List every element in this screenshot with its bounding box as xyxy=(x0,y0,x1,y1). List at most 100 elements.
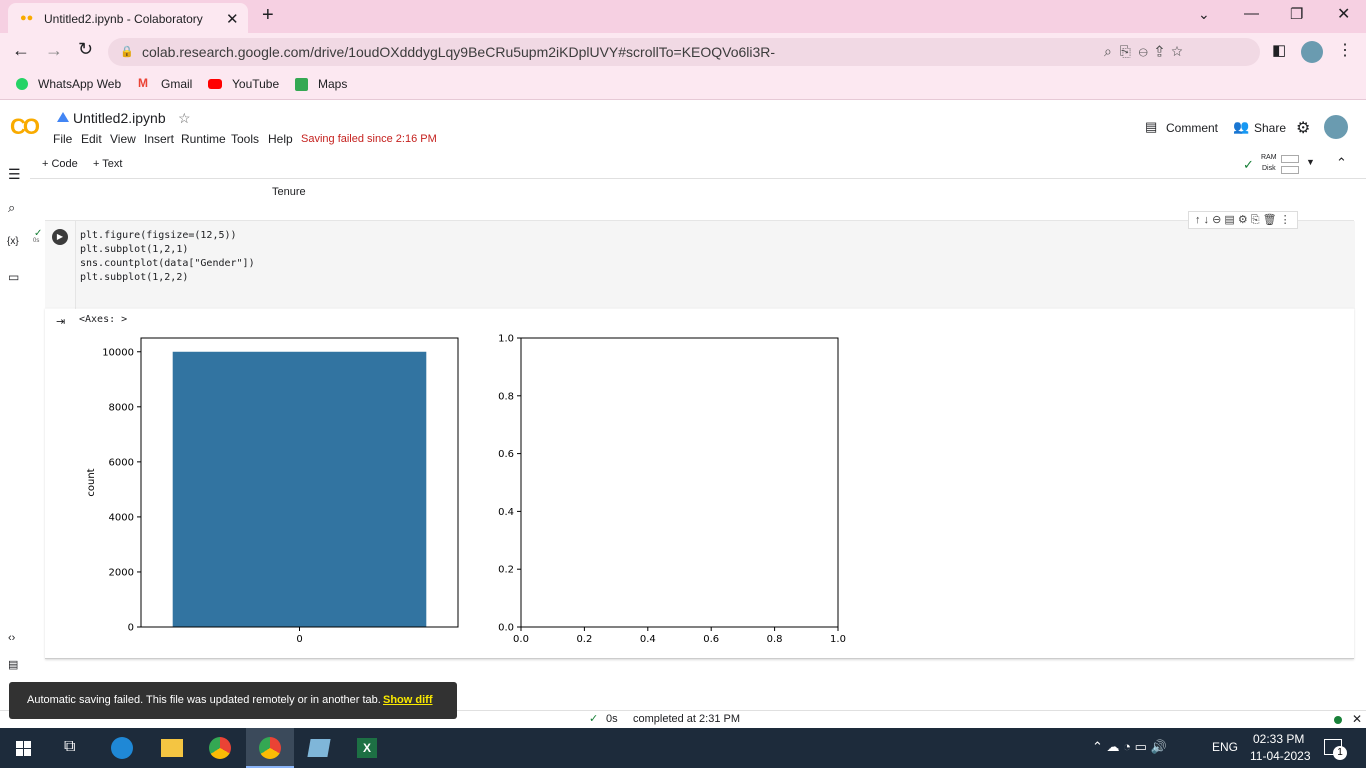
tray-icons[interactable]: ⌃ ☁ ◔ ▭ 🔊 xyxy=(1092,739,1167,754)
cell-actions[interactable]: ↑ ↓ ⊖ ▤ ⚙ ⎘ 🗑 ⋮ xyxy=(1188,211,1298,229)
lock-icon: 🔒 xyxy=(120,46,134,58)
minimize[interactable]: — xyxy=(1244,5,1259,22)
editor[interactable] xyxy=(75,221,1355,309)
account-avatar[interactable] xyxy=(1324,115,1348,139)
new-tab[interactable]: + xyxy=(262,4,274,26)
code-line: plt.figure(figsize=(12,5)) xyxy=(80,230,237,241)
bookmark[interactable]: YouTube xyxy=(232,77,280,91)
notebook-name[interactable]: Untitled2.ipynb xyxy=(73,110,166,126)
taskbar: ⧉ X ⌃ ☁ ◔ ▭ 🔊 ENG 02:33 PM 11-04-2023 1 xyxy=(0,728,1366,768)
save-status[interactable]: Saving failed since 2:16 PM xyxy=(301,133,437,145)
forward[interactable]: → xyxy=(45,40,63,60)
output-icon[interactable]: ⇥ xyxy=(56,316,66,328)
menu-item[interactable]: View xyxy=(110,132,136,146)
runtime-dropdown[interactable]: ▼ xyxy=(1306,157,1315,167)
start-button[interactable] xyxy=(16,741,31,756)
clock-date[interactable]: 11-04-2023 xyxy=(1250,749,1311,763)
show-diff[interactable]: Show diff xyxy=(383,694,433,706)
y-tick-label: 1.0 xyxy=(498,334,514,345)
x-tick-label: 0.8 xyxy=(767,634,783,645)
x-tick-label: 1.0 xyxy=(830,634,846,645)
app[interactable] xyxy=(307,739,331,757)
back[interactable]: ← xyxy=(12,40,30,60)
profile-avatar[interactable] xyxy=(1301,41,1323,63)
y-tick-label: 0.4 xyxy=(498,507,514,518)
comment-button[interactable]: Comment xyxy=(1166,121,1219,135)
colab-favicon: ●● xyxy=(20,12,34,24)
excel[interactable]: X xyxy=(357,738,377,758)
disk-label: Disk xyxy=(1262,165,1276,172)
restore[interactable]: ❐ xyxy=(1290,6,1304,23)
browser-tab[interactable]: ●● Untitled2.ipynb - Colaboratory ✕ xyxy=(8,3,248,33)
y-tick-label: 0.6 xyxy=(498,449,514,460)
omnibox-icons[interactable]: ⌕ ⎘ ⊖ ⇪ ☆ xyxy=(1104,43,1183,59)
run-button[interactable]: ▶ xyxy=(52,229,68,245)
close-window[interactable]: ✕ xyxy=(1337,6,1351,23)
menu-item[interactable]: Edit xyxy=(81,132,102,146)
connected-check: ✓ xyxy=(1243,157,1254,172)
add-text-label: Text xyxy=(102,158,123,170)
tab-search[interactable]: ⌄ xyxy=(1198,6,1210,22)
colab-header: CO Untitled2.ipynb ☆ File Edit View Inse… xyxy=(0,100,1366,153)
menu-item[interactable]: Insert xyxy=(144,132,175,146)
chrome[interactable] xyxy=(209,737,231,759)
drive-icon xyxy=(57,112,69,122)
omnibox[interactable]: 🔒 colab.research.google.com/drive/1oudOX… xyxy=(108,38,1260,66)
code-cell[interactable]: ▶ plt.figure(figsize=(12,5)) plt.subplot… xyxy=(45,220,1355,309)
variables-icon[interactable]: {x} xyxy=(7,236,19,247)
status-check: ✓ xyxy=(589,713,599,725)
status-close[interactable]: ✕ xyxy=(1352,712,1363,726)
y-tick-label: 0.0 xyxy=(498,623,514,634)
settings[interactable]: ⚙ xyxy=(1296,120,1311,137)
output-text: <Axes: > xyxy=(79,314,128,325)
gmail-icon: M xyxy=(138,76,148,90)
terminal[interactable]: ▤ xyxy=(8,659,19,671)
add-code[interactable]: + Code xyxy=(42,158,78,170)
files-icon[interactable]: ▭ xyxy=(8,270,20,284)
star[interactable]: ☆ xyxy=(178,110,191,126)
previous-xlabel: Tenure xyxy=(272,186,306,198)
figure: 0 0 2000 4000 6000 8000 10000 count 0.0 0.2 0.4 0.6… xyxy=(86,334,846,646)
search-icon[interactable]: ⌕ xyxy=(8,200,16,215)
bookmark[interactable]: Gmail xyxy=(161,77,193,91)
tab-title: Untitled2.ipynb - Colaboratory xyxy=(44,12,203,26)
browser-menu[interactable]: ⋮ xyxy=(1337,42,1353,59)
y-tick-label: 4000 xyxy=(109,512,134,523)
chrome-active[interactable] xyxy=(246,728,294,768)
menu-item[interactable]: Runtime xyxy=(181,132,226,146)
add-text[interactable]: + Text xyxy=(93,158,123,170)
collapse-header[interactable]: ⌃ xyxy=(1336,155,1347,170)
menu-item[interactable]: File xyxy=(53,132,73,146)
y-tick-label: 2000 xyxy=(109,567,134,578)
code-line: plt.subplot(1,2,2) xyxy=(80,272,189,283)
code-line: plt.subplot(1,2,1) xyxy=(80,244,189,255)
share-button[interactable]: Share xyxy=(1254,121,1287,135)
bookmark[interactable]: Maps xyxy=(318,77,348,91)
reload[interactable]: ↻ xyxy=(78,39,94,59)
language[interactable]: ENG xyxy=(1212,740,1239,754)
comment-icon: ▤ xyxy=(1145,119,1158,134)
toast: Automatic saving failed. This file was u… xyxy=(9,682,457,719)
code-snippets[interactable]: ‹› xyxy=(8,632,16,644)
colab-logo[interactable]: CO xyxy=(10,114,40,139)
clock-time[interactable]: 02:33 PM xyxy=(1253,732,1305,746)
menu-item[interactable]: Tools xyxy=(231,132,260,146)
toc-icon[interactable]: ☰ xyxy=(8,166,21,182)
explorer[interactable] xyxy=(161,739,183,757)
bookmarks-bar: WhatsApp Web M Gmail YouTube Maps xyxy=(0,70,1366,100)
notebook-toolbar: + Code + Text ✓ RAM Disk ▼ ⌃ xyxy=(0,152,1366,179)
bookmark[interactable]: WhatsApp Web xyxy=(38,77,122,91)
close-tab[interactable]: ✕ xyxy=(226,11,239,28)
edge[interactable] xyxy=(111,737,133,759)
status-message: completed at 2:31 PM xyxy=(633,713,741,725)
y-axis-label: count xyxy=(86,468,97,496)
y-tick-label: 6000 xyxy=(109,457,134,468)
y-tick-label: 8000 xyxy=(109,402,134,413)
side-panel[interactable]: ◧ xyxy=(1272,42,1287,59)
menu-item[interactable]: Help xyxy=(268,132,293,146)
task-view[interactable]: ⧉ xyxy=(64,738,76,755)
cell-output: ⇥ <Axes: > xyxy=(45,308,1354,659)
x-tick-label: 0.2 xyxy=(576,634,592,645)
